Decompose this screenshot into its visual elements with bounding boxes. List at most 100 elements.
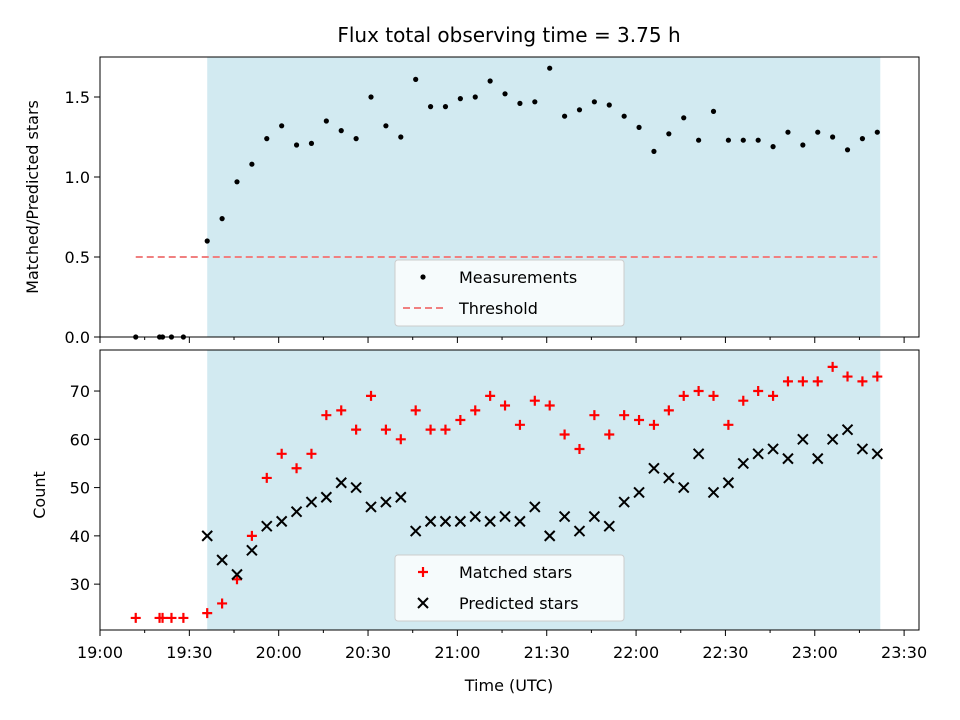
- matched-star-point: [529, 395, 540, 406]
- predicted-star-point: [514, 515, 526, 528]
- bottom-y-tick-label: 30: [70, 575, 90, 594]
- measurement-point: [725, 137, 731, 143]
- matched-star-point: [351, 424, 362, 435]
- predicted-star-point: [290, 506, 303, 518]
- measurement-point: [710, 108, 717, 114]
- matched-star-point: [500, 400, 511, 411]
- measurement-point: [830, 134, 836, 140]
- predicted-star-point: [543, 530, 556, 542]
- top-legend-box: [394, 259, 625, 327]
- predicted-star-point: [782, 452, 794, 465]
- measurement-point: [785, 129, 791, 135]
- matched-star-point: [663, 405, 674, 416]
- measurement-point: [606, 102, 612, 108]
- top-y-axis-label: Matched/Predicted stars: [23, 100, 42, 294]
- matched-star-point: [202, 608, 213, 619]
- predicted-star-point: [320, 491, 333, 503]
- predicted-star-point: [231, 568, 243, 581]
- top-y-tick-label: 0.0: [65, 328, 90, 347]
- predicted-star-point: [618, 496, 630, 508]
- matched-star-point: [276, 448, 287, 459]
- measurement-point: [323, 118, 329, 124]
- predicted-star-point: [841, 423, 854, 436]
- matched-star-point: [619, 410, 630, 421]
- measurement-point: [502, 91, 508, 97]
- predicted-star-point: [409, 525, 422, 537]
- predicted-star-point: [573, 525, 586, 537]
- matched-star-point: [827, 361, 838, 372]
- matched-star-point: [291, 463, 302, 474]
- matched-star-point: [336, 405, 347, 416]
- matched-star-point: [678, 390, 689, 401]
- matched-star-point: [797, 376, 808, 387]
- matched-star-point: [514, 419, 525, 430]
- matched-star-point: [321, 410, 332, 421]
- measurement-point: [651, 148, 657, 154]
- x-tick-label: 19:30: [166, 643, 212, 662]
- measurement-point: [249, 161, 255, 167]
- predicted-star-point: [603, 520, 615, 532]
- legend-measurement-swatch: [420, 274, 426, 280]
- measurement-point: [740, 137, 746, 143]
- bottom-y-tick-label: 60: [70, 430, 90, 449]
- matched-star-point: [166, 612, 177, 623]
- measurement-point: [219, 216, 225, 222]
- predicted-star-point: [484, 515, 496, 528]
- predicted-star-point: [588, 510, 601, 523]
- measurement-point: [815, 129, 821, 135]
- measurement-point: [666, 131, 672, 137]
- bottom-axes-frame: [99, 349, 920, 631]
- measurement-point: [398, 134, 404, 140]
- matched-star-point: [366, 390, 377, 401]
- x-tick-label: 22:30: [702, 643, 748, 662]
- predicted-star-point: [529, 501, 541, 513]
- x-tick-label: 21:30: [524, 643, 570, 662]
- matched-star-point: [306, 448, 317, 459]
- predicted-star-point: [692, 448, 705, 460]
- predicted-star-point: [663, 472, 675, 484]
- predicted-star-point: [648, 462, 660, 474]
- matched-star-point: [217, 598, 228, 609]
- matched-star-point: [842, 371, 853, 382]
- measurement-point: [859, 136, 866, 142]
- matched-star-point: [753, 386, 764, 397]
- bottom-y-tick-label: 40: [70, 527, 90, 546]
- top-y-tick-label: 1.0: [65, 168, 90, 187]
- x-tick-label: 20:00: [256, 643, 302, 662]
- matched-star-point: [485, 390, 496, 401]
- predicted-star-point: [380, 496, 392, 508]
- matched-star-point: [231, 574, 242, 585]
- matched-star-point: [574, 443, 585, 454]
- measurement-point: [636, 124, 642, 130]
- x-tick-label: 23:30: [881, 643, 927, 662]
- predicted-star-point: [737, 457, 749, 470]
- measurement-point: [383, 123, 389, 129]
- predicted-star-point: [826, 433, 839, 446]
- predicted-star-point: [335, 477, 347, 489]
- legend-predicted-swatch: [417, 597, 429, 609]
- predicted-star-point: [275, 515, 288, 528]
- bottom-y-axis-label: Count: [30, 471, 49, 519]
- predicted-star-point: [633, 486, 645, 499]
- measurement-point: [457, 96, 463, 102]
- predicted-star-point: [797, 433, 809, 446]
- predicted-star-point: [812, 452, 824, 465]
- x-tick-label: 23:00: [792, 643, 838, 662]
- top-panel: 0.0 0.5 1.0 1.5 Measurements Threshold: [65, 56, 920, 347]
- matched-star-point: [634, 415, 645, 425]
- x-tick-label: 20:30: [345, 643, 391, 662]
- top-y-tick-label: 0.5: [65, 248, 90, 267]
- matched-star-point: [693, 386, 704, 397]
- measurement-point: [472, 94, 478, 100]
- predicted-star-point: [439, 515, 452, 528]
- predicted-star-point: [558, 510, 571, 523]
- measurement-point: [204, 238, 210, 244]
- matched-star-point: [261, 472, 272, 483]
- predicted-star-point: [350, 481, 362, 494]
- predicted-star-point: [395, 491, 407, 503]
- matched-star-point: [559, 429, 570, 440]
- predicted-star-point: [871, 448, 884, 460]
- predicted-star-point: [201, 530, 213, 542]
- matched-star-point: [544, 400, 555, 411]
- predicted-star-point: [454, 515, 467, 528]
